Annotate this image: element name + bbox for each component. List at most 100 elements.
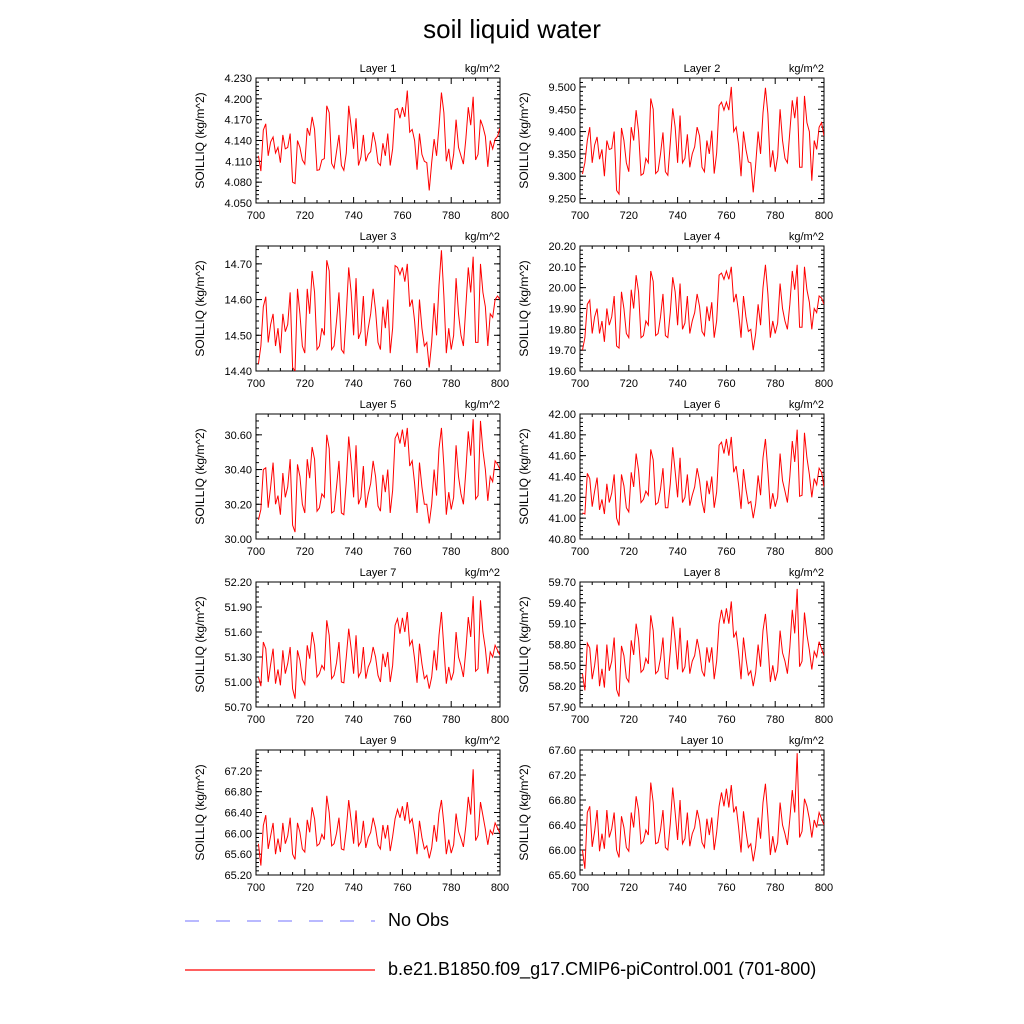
panel-layer-10: 700 720 740 760 780 800 65.60 66.00 66.40 66.80 67… [517,735,833,894]
x-tick-label: 760 [393,882,411,894]
series-line [581,86,824,196]
x-tick-label: 800 [491,882,509,894]
y-axis-label: SOILLIQ (kg/m^2) [517,428,531,524]
x-tick-label: 780 [442,546,460,558]
panel-title: Layer 8 [684,567,721,579]
x-tick-label: 740 [668,546,686,558]
x-tick-label: 780 [442,378,460,390]
panel-layer-4: 700 720 740 760 780 800 19.60 19.70 19.80 19.90 20… [517,231,833,390]
y-tick-label: 65.20 [224,870,252,882]
panel-title: Layer 9 [360,735,397,747]
x-tick-label: 760 [717,210,735,222]
y-tick-label: 19.80 [548,324,576,336]
panel-layer-7: 700 720 740 760 780 800 50.70 51.00 51.30 51.60 51… [193,567,509,726]
x-tick-label: 720 [620,714,638,726]
y-tick-label: 9.300 [548,171,576,183]
y-tick-label: 65.60 [548,870,576,882]
panel-units: kg/m^2 [789,231,824,243]
y-tick-label: 4.200 [224,94,252,106]
panel-units: kg/m^2 [789,63,824,75]
y-tick-label: 4.050 [224,198,252,210]
y-tick-label: 14.50 [224,330,252,342]
y-tick-label: 41.40 [548,472,576,484]
series-line [582,429,824,526]
panel-units: kg/m^2 [465,399,500,411]
x-tick-label: 740 [344,882,362,894]
y-tick-label: 66.80 [548,795,576,807]
y-tick-label: 20.10 [548,262,576,274]
y-tick-label: 14.60 [224,295,252,307]
x-tick-label: 740 [668,714,686,726]
panel-units: kg/m^2 [789,399,824,411]
y-tick-label: 67.20 [548,770,576,782]
x-tick-label: 800 [815,714,833,726]
x-tick-label: 800 [491,378,509,390]
y-tick-label: 19.70 [548,345,576,357]
y-tick-label: 19.90 [548,304,576,316]
y-tick-label: 41.80 [548,430,576,442]
panel-title: Layer 6 [684,399,721,411]
y-tick-label: 41.20 [548,492,576,504]
y-tick-label: 51.00 [224,677,252,689]
y-axis-label: SOILLIQ (kg/m^2) [517,764,531,860]
x-tick-label: 720 [620,882,638,894]
x-tick-label: 800 [815,210,833,222]
x-tick-label: 780 [442,714,460,726]
x-tick-label: 760 [393,210,411,222]
y-tick-label: 30.00 [224,534,252,546]
x-tick-label: 760 [717,546,735,558]
x-tick-label: 760 [393,378,411,390]
x-tick-label: 740 [668,882,686,894]
y-tick-label: 59.70 [548,577,576,589]
x-tick-label: 720 [296,210,314,222]
x-tick-label: 720 [296,714,314,726]
x-tick-label: 740 [344,546,362,558]
y-axis-label: SOILLIQ (kg/m^2) [193,92,207,188]
series-line [581,753,824,869]
x-tick-label: 780 [766,546,784,558]
y-tick-label: 30.60 [224,430,252,442]
y-tick-label: 9.350 [548,149,576,161]
x-tick-label: 700 [571,714,589,726]
x-tick-label: 740 [344,378,362,390]
x-tick-label: 740 [344,210,362,222]
y-tick-label: 4.140 [224,136,252,148]
panel-title: Layer 4 [684,231,721,243]
x-tick-label: 720 [620,378,638,390]
y-tick-label: 41.00 [548,513,576,525]
panel-units: kg/m^2 [465,567,500,579]
x-tick-label: 760 [717,882,735,894]
y-tick-label: 66.00 [224,828,252,840]
x-tick-label: 800 [815,546,833,558]
series-line [257,90,500,191]
series-line [257,250,500,371]
y-tick-label: 14.40 [224,366,252,378]
y-tick-label: 51.60 [224,627,252,639]
y-axis-label: SOILLIQ (kg/m^2) [193,764,207,860]
y-tick-label: 66.40 [548,820,576,832]
y-axis-label: SOILLIQ (kg/m^2) [517,92,531,188]
x-tick-label: 700 [571,378,589,390]
y-tick-label: 50.70 [224,702,252,714]
x-tick-label: 800 [491,714,509,726]
x-tick-label: 780 [442,882,460,894]
y-tick-label: 20.20 [548,241,576,253]
plot-frame [579,245,825,372]
y-tick-label: 4.110 [225,156,252,168]
y-axis-label: SOILLIQ (kg/m^2) [193,428,207,524]
panel-layer-2: 700 720 740 760 780 800 9.250 9.300 9.350 9.400 9.… [517,63,833,222]
page-title: soil liquid water [423,14,601,44]
y-axis-label: SOILLIQ (kg/m^2) [517,596,531,692]
x-tick-label: 740 [668,378,686,390]
y-tick-label: 58.50 [548,660,576,672]
x-tick-label: 700 [571,210,589,222]
panel-title: Layer 3 [360,231,397,243]
x-tick-label: 760 [393,546,411,558]
x-tick-label: 700 [247,714,265,726]
y-tick-label: 66.40 [224,808,252,820]
x-tick-label: 800 [815,378,833,390]
y-tick-label: 4.080 [224,177,252,189]
series-line [581,264,824,351]
y-axis-label: SOILLIQ (kg/m^2) [193,596,207,692]
